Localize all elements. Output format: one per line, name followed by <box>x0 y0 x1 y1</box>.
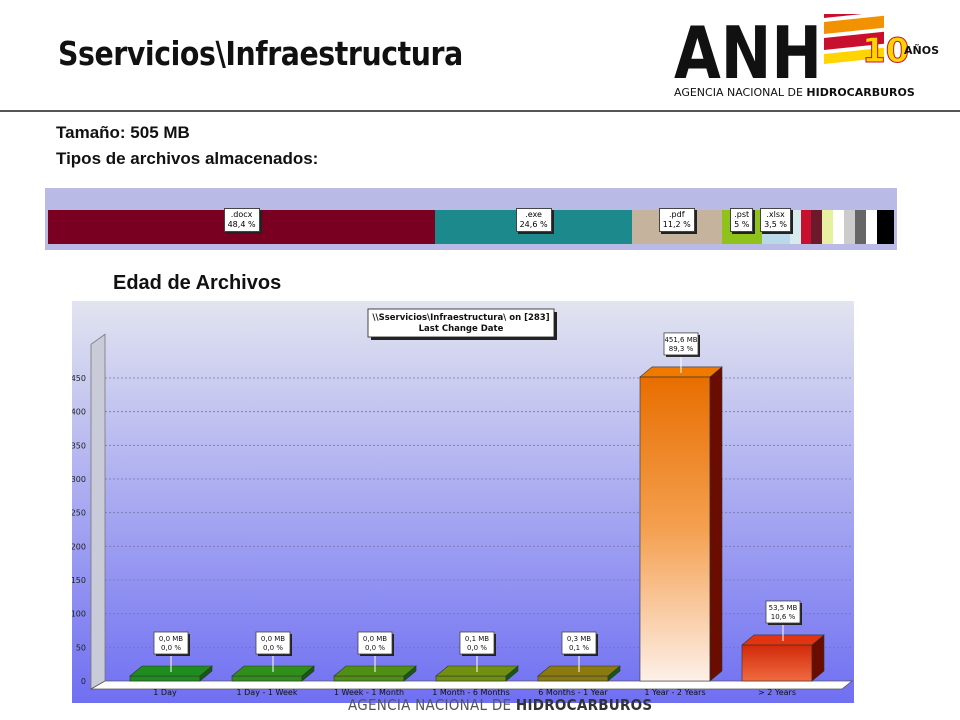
footer-agency: AGENCIA NACIONAL DE HIDROCARBUROS <box>348 696 652 714</box>
file-type-segment-other <box>877 210 894 244</box>
file-type-segment-other <box>855 210 867 244</box>
logo-subtitle-prefix: AGENCIA NACIONAL DE <box>674 86 806 99</box>
label-box <box>561 631 597 655</box>
file-type-segment-other <box>811 210 823 244</box>
y-tick-label: 150 <box>72 576 86 585</box>
file-type-name: .xlsx <box>766 210 785 219</box>
chart-floor <box>89 680 854 690</box>
header-divider <box>0 110 960 112</box>
bar <box>231 675 303 682</box>
bar-side <box>709 366 723 682</box>
value-mb-label: 0,0 MB <box>363 635 387 643</box>
value-mb-label: 53,5 MB <box>769 604 798 612</box>
x-axis-labels: 1 Day 1 Day - 1 Week 1 Week - 1 Month 1 Mon… <box>153 688 796 697</box>
y-tick-label: 100 <box>72 610 86 619</box>
legend-subtitle: Last Change Date <box>419 324 504 334</box>
value-mb-label: 0,3 MB <box>567 635 591 643</box>
footer-bold: HIDROCARBUROS <box>515 696 653 714</box>
size-info: Tamaño: 505 MB <box>56 123 190 142</box>
footer-prefix: AGENCIA NACIONAL DE <box>348 696 516 714</box>
logo-badge: 10 <box>862 31 909 71</box>
bar <box>333 675 405 682</box>
legend-title: \\Sservicios\Infraestructura\ on [283] <box>372 313 549 323</box>
file-type-name: .exe <box>525 210 542 219</box>
file-type-percent: 11,2 % <box>662 220 691 229</box>
file-type-percent: 24,6 % <box>519 220 548 229</box>
y-tick-label: 450 <box>72 374 86 383</box>
value-pct-label: 10,6 % <box>771 613 796 621</box>
y-tick-label: 50 <box>76 643 86 652</box>
x-tick-label: 1 Week - 1 Month <box>334 688 404 697</box>
label-box <box>459 631 495 655</box>
bar <box>639 376 711 682</box>
file-type-label: .pdf 11,2 % <box>658 208 695 232</box>
file-type-percent: 5 % <box>734 220 750 229</box>
x-tick-label: 1 Year - 2 Years <box>644 688 705 697</box>
y-axis: 0 50 100 150 200 250 300 350 400 450 <box>72 374 86 686</box>
file-type-percent: 3,5 % <box>764 220 787 229</box>
chart-bars <box>129 366 825 682</box>
file-type-name: .pdf <box>669 210 685 219</box>
file-type-segment-other <box>833 210 845 244</box>
value-mb-label: 451,6 MB <box>664 336 697 344</box>
flag-stripes-icon <box>824 14 884 65</box>
file-type-percent: 48,4 % <box>227 220 256 229</box>
file-type-name: .pst <box>734 210 750 219</box>
chart-legend: \\Sservicios\Infraestructura\ on [283] L… <box>367 308 557 340</box>
file-types-chart: .docx 48,4 % .exe 24,6 % .pdf 11,2 % .pst 5 % .x… <box>45 188 897 250</box>
y-tick-label: 250 <box>72 509 86 518</box>
y-tick-label: 400 <box>72 408 86 417</box>
file-type-label: .xlsx 3,5 % <box>760 208 791 232</box>
value-mb-label: 0,0 MB <box>159 635 183 643</box>
logo-text: ANH <box>674 14 822 95</box>
label-box <box>663 332 699 356</box>
bar <box>129 675 201 682</box>
file-type-name: .docx <box>230 210 253 219</box>
file-type-segment-other <box>844 210 856 244</box>
y-tick-label: 350 <box>72 441 86 450</box>
file-type-segment-other <box>800 210 812 244</box>
x-tick-label: 1 Month - 6 Months <box>432 688 510 697</box>
value-mb-label: 0,1 MB <box>465 635 489 643</box>
file-type-segment-other <box>789 210 801 244</box>
logo-subtitle: AGENCIA NACIONAL DE HIDROCARBUROS <box>674 86 915 99</box>
value-labels: 0,0 MB0,0 %0,0 MB0,0 %0,0 MB0,0 %0,1 MB0… <box>153 332 802 672</box>
logo-subtitle-bold: HIDROCARBUROS <box>806 86 914 99</box>
x-tick-label: > 2 Years <box>758 688 796 697</box>
file-type-label: .docx 48,4 % <box>223 208 260 232</box>
value-pct-label: 0,0 % <box>161 644 181 652</box>
bar <box>435 675 507 682</box>
age-chart-title: Edad de Archivos <box>113 272 282 294</box>
chart-wall <box>90 333 106 690</box>
file-types-heading: Tipos de archivos almacenados: <box>56 149 319 168</box>
bar <box>537 675 609 682</box>
value-pct-label: 0,0 % <box>263 644 283 652</box>
logo-years: AÑOS <box>904 44 939 57</box>
file-type-label: .pst 5 % <box>730 208 754 232</box>
label-box <box>357 631 393 655</box>
x-tick-label: 1 Day - 1 Week <box>237 688 298 697</box>
value-pct-label: 0,1 % <box>569 644 589 652</box>
chart-grid <box>89 333 854 690</box>
label-box <box>153 631 189 655</box>
value-pct-label: 0,0 % <box>365 644 385 652</box>
file-type-label: .exe 24,6 % <box>515 208 552 232</box>
x-tick-label: 1 Day <box>153 688 177 697</box>
value-pct-label: 0,0 % <box>467 644 487 652</box>
y-tick-label: 200 <box>72 542 86 551</box>
anh-logo: ANH 10 AÑOS AGENCIA NACIONAL DE HIDROCAR… <box>674 14 939 99</box>
file-type-segment-other <box>822 210 834 244</box>
file-type-segment-other <box>866 210 878 244</box>
age-chart: 0 50 100 150 200 250 300 350 400 450 1 Day 1 Day -… <box>72 301 854 703</box>
y-tick-label: 300 <box>72 475 86 484</box>
bar <box>741 644 813 682</box>
label-box <box>255 631 291 655</box>
y-tick-label: 0 <box>81 677 86 686</box>
x-tick-label: 6 Months - 1 Year <box>538 688 608 697</box>
value-pct-label: 89,3 % <box>669 345 694 353</box>
label-box <box>765 600 801 624</box>
value-mb-label: 0,0 MB <box>261 635 285 643</box>
page-title: Sservicios\Infraestructura <box>58 34 463 73</box>
